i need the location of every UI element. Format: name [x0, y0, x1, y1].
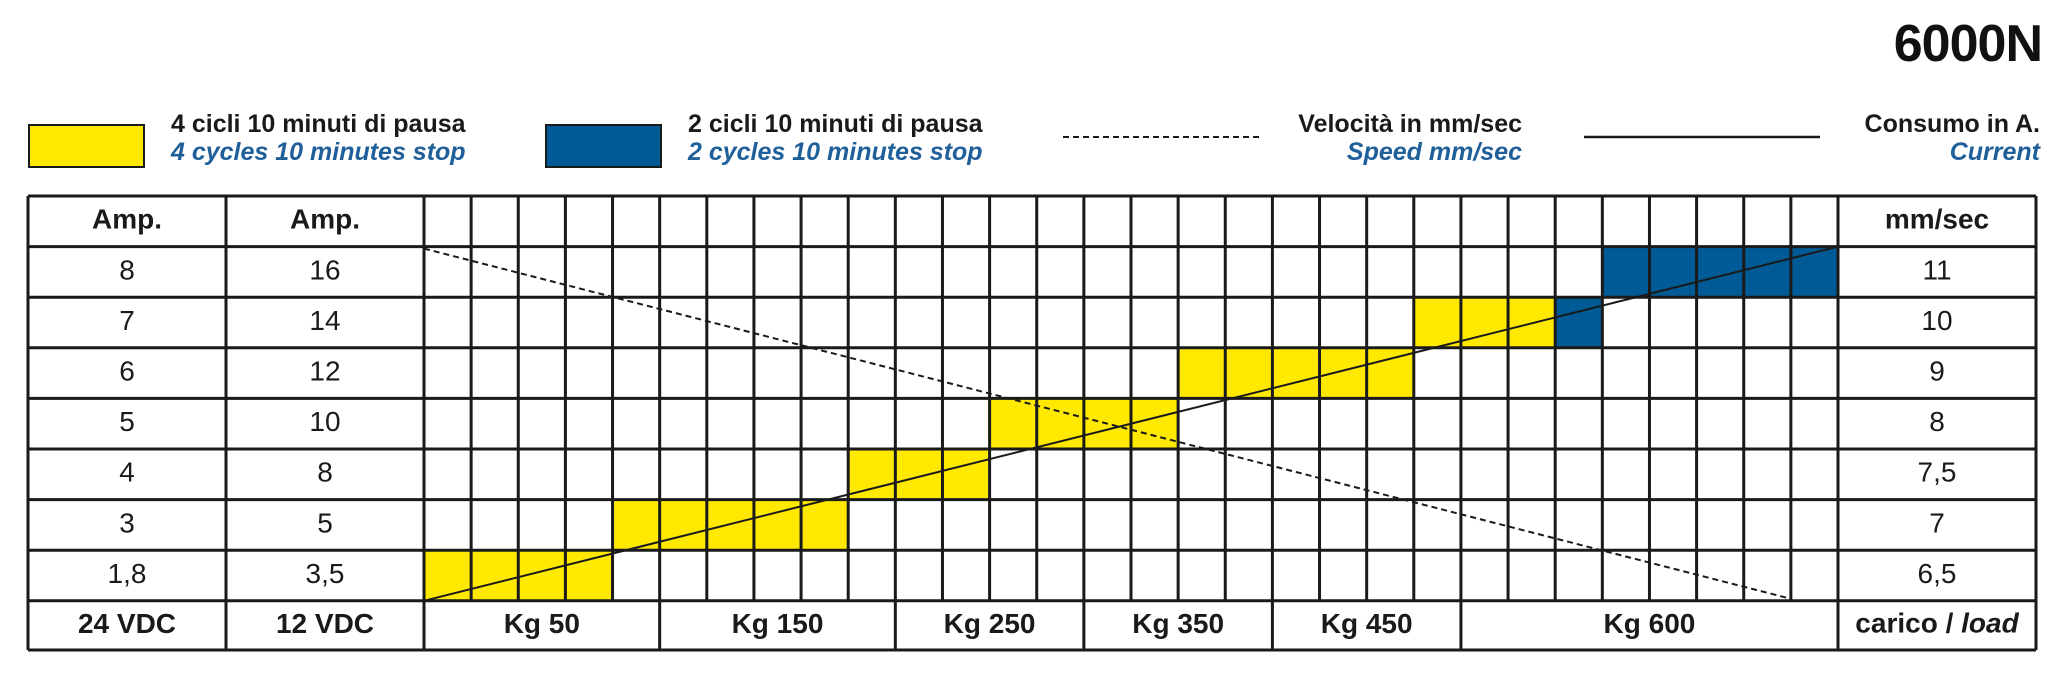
speed-value: 9: [1929, 355, 1945, 386]
legend-swatch-yellow: [28, 124, 145, 168]
load-label: Kg 50: [504, 608, 580, 639]
legend-label-current-it: Consumo in A.: [1864, 110, 2040, 138]
amp-12vdc-value: 12: [309, 355, 340, 386]
speed-value: 10: [1921, 305, 1952, 336]
load-label: Kg 600: [1604, 608, 1696, 639]
legend-swatch-blue: [545, 124, 662, 168]
amp-12vdc-value: 5: [317, 507, 333, 538]
duty-band-7: [1555, 297, 1603, 348]
load-label: Kg 250: [944, 608, 1036, 639]
legend-label-4-cycles-en: 4 cycles 10 minutes stop: [171, 138, 466, 166]
load-label: Kg 150: [732, 608, 824, 639]
legend-label-speed-en: Speed mm/sec: [1346, 138, 1522, 166]
footer-load-it: carico /: [1855, 608, 1961, 639]
duty-band-3: [848, 449, 990, 500]
legend-dashed-line-sample: [1063, 136, 1263, 138]
legend-label-2-cycles-en: 2 cycles 10 minutes stop: [688, 138, 983, 166]
header-amp-12vdc: Amp.: [290, 204, 360, 235]
amp-24vdc-value: 4: [119, 457, 135, 488]
current-line: [423, 245, 1839, 602]
legend-label-4-cycles-it: 4 cicli 10 minuti di pausa: [171, 110, 466, 138]
legend-label-speed-it: Velocità in mm/sec: [1298, 110, 1522, 138]
amp-24vdc-value: 3: [119, 507, 135, 538]
legend-solid-line-sample: [1584, 135, 1820, 139]
amp-24vdc-value: 5: [119, 406, 135, 437]
load-label: Kg 450: [1321, 608, 1413, 639]
amp-12vdc-value: 14: [309, 305, 340, 336]
legend-label-2-cycles-it: 2 cicli 10 minuti di pausa: [688, 110, 983, 138]
footer-load-label: carico / load: [1855, 608, 2019, 639]
footer-12vdc: 12 VDC: [276, 608, 374, 639]
amp-24vdc-value: 8: [119, 254, 135, 285]
amp-12vdc-value: 16: [309, 254, 340, 285]
speed-value: 8: [1929, 406, 1945, 437]
duty-band-8: [1602, 246, 1838, 298]
chart-title: 6000N: [1893, 15, 2043, 73]
duty-band-5: [1178, 347, 1414, 399]
amp-12vdc-value: 8: [317, 457, 333, 488]
speed-line: [423, 247, 1792, 600]
header-speed: mm/sec: [1885, 204, 1989, 235]
legend-label-current-en: Current: [1949, 138, 2040, 166]
footer-load-en: load: [1961, 608, 2019, 639]
amp-12vdc-value: 3,5: [306, 558, 345, 589]
amp-24vdc-value: 1,8: [108, 558, 147, 589]
speed-value: 6,5: [1918, 558, 1957, 589]
amp-24vdc-value: 7: [119, 305, 135, 336]
speed-value: 11: [1922, 254, 1951, 285]
footer-24vdc: 24 VDC: [78, 608, 176, 639]
speed-value: 7,5: [1918, 457, 1957, 488]
load-label: Kg 350: [1132, 608, 1224, 639]
amp-12vdc-value: 10: [309, 406, 340, 437]
amp-24vdc-value: 6: [119, 355, 135, 386]
header-amp-24vdc: Amp.: [92, 204, 162, 235]
speed-value: 7: [1929, 507, 1945, 538]
